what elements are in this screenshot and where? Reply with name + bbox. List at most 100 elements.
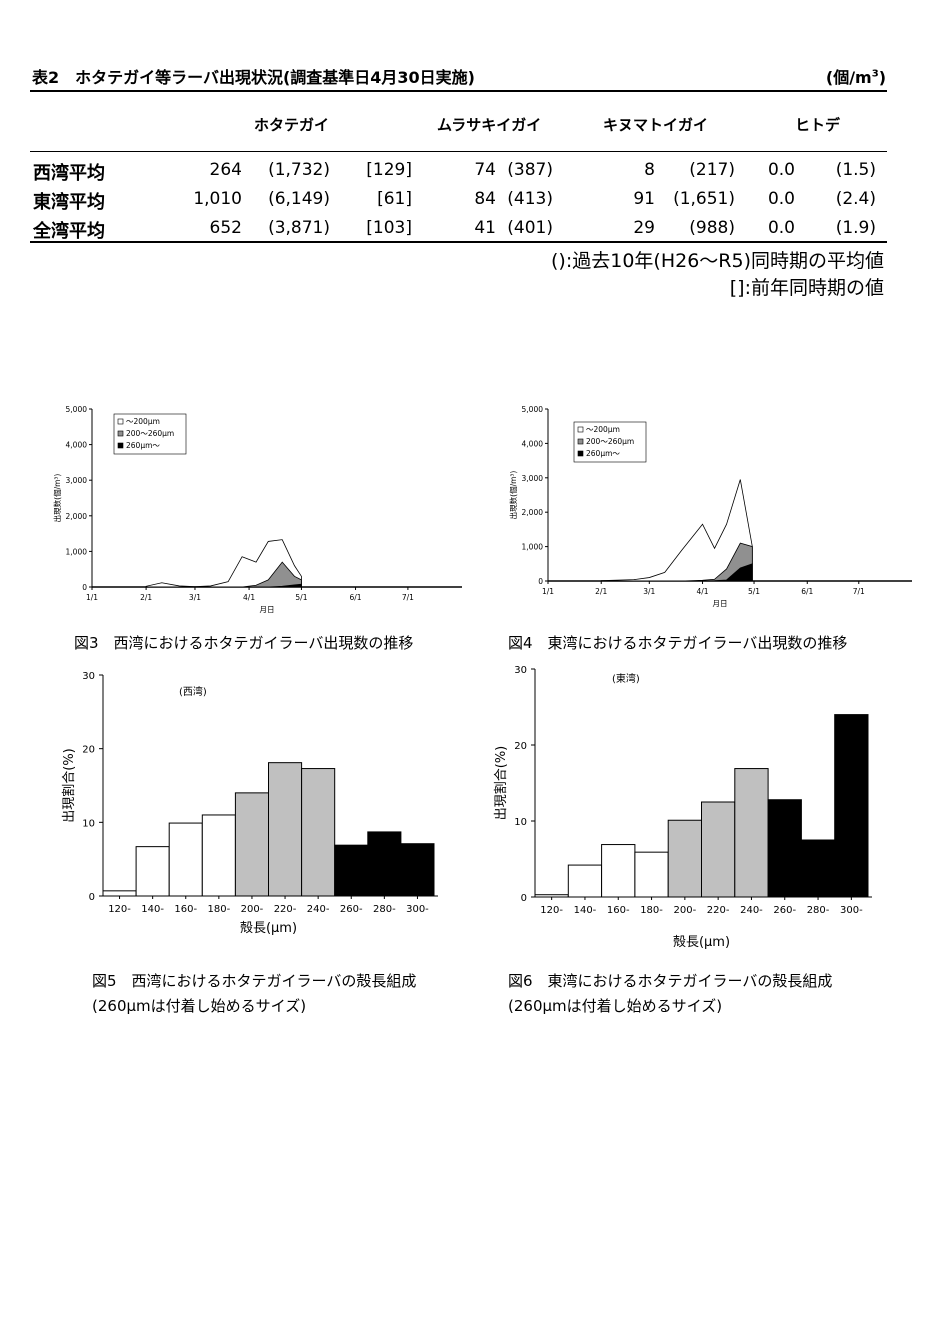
- bar: [268, 762, 303, 897]
- y-tick-label: 0: [521, 893, 527, 904]
- legend-label: ～200μm: [586, 425, 620, 434]
- y-tick-label: 3,000: [66, 476, 88, 485]
- cell-hitode-avg: (2.4): [835, 189, 876, 209]
- x-tick-label: 6/1: [349, 593, 361, 602]
- y-axis-label: 出現数(個/m³): [508, 471, 518, 520]
- legend-label: 260μm～: [126, 441, 160, 450]
- legend-label: 200～260μm: [126, 429, 174, 438]
- y-tick-label: 3,000: [522, 474, 544, 483]
- cell-hotate-avg: (3,871): [268, 218, 330, 238]
- fig5-caption: 図5 西湾におけるホタテガイラーバの殻長組成: [92, 972, 417, 990]
- x-tick-label: 6/1: [801, 587, 813, 596]
- unit-close: ): [878, 68, 886, 87]
- fig6-bar-chart: 0 10 20 30 120- 140- 160- 180- 200- 220- 240- 260- 2…: [493, 665, 872, 950]
- y-axis-label: 出現割合(%): [61, 748, 77, 823]
- unit-superscript: 3: [871, 68, 879, 80]
- x-tick-label: 5/1: [748, 587, 760, 596]
- x-tick-label: 260-: [340, 904, 363, 915]
- y-tick-label: 4,000: [66, 441, 88, 450]
- bar: [667, 819, 702, 898]
- bar: [201, 814, 236, 897]
- y-tick-label: 2,000: [66, 512, 88, 521]
- col-header-hotate: ホタテガイ: [254, 116, 330, 134]
- legend-swatch: [117, 442, 124, 449]
- x-tick-label: 120-: [540, 905, 563, 916]
- y-tick-label: 1,000: [66, 547, 88, 556]
- cell-murasaki-avg: (401): [507, 218, 553, 238]
- row-label: 西湾平均: [33, 163, 105, 184]
- row-label: 全湾平均: [33, 221, 105, 242]
- x-tick-label: 4/1: [243, 593, 255, 602]
- cell-hitode: 0.0: [767, 160, 795, 180]
- bar: [800, 839, 836, 898]
- fig6-caption-note: (260μmは付着し始めるサイズ): [508, 997, 723, 1015]
- series-area-large: [601, 563, 753, 582]
- cell-hitode: 0.0: [767, 218, 795, 238]
- legend-label: ～200μm: [126, 417, 160, 426]
- bar: [601, 844, 636, 898]
- row-label: 東湾平均: [33, 192, 105, 213]
- legend-swatch: [577, 450, 584, 457]
- y-tick-label: 10: [514, 817, 527, 828]
- legend-label: 260μm～: [586, 449, 620, 458]
- cell-hotate: 264: [209, 160, 242, 180]
- cell-kinuma: 8: [644, 160, 655, 180]
- table-top-rule: [30, 90, 887, 92]
- y-tick-label: 2,000: [522, 508, 544, 517]
- y-axis-label: 出現数(個/m³): [52, 474, 62, 523]
- x-tick-label: 140-: [574, 905, 597, 916]
- x-tick-label: 300-: [840, 905, 863, 916]
- cell-hotate: 1,010: [193, 189, 242, 209]
- cell-hotate-prev: [103]: [366, 218, 412, 238]
- bar: [534, 894, 569, 898]
- x-tick-label: 5/1: [295, 593, 307, 602]
- y-tick-label: 5,000: [66, 405, 88, 414]
- x-tick-label: 2/1: [595, 587, 607, 596]
- x-tick-label: 3/1: [189, 593, 201, 602]
- x-tick-label: 1/1: [86, 593, 98, 602]
- cell-hotate-avg: (6,149): [268, 189, 330, 209]
- x-tick-label: 140-: [141, 904, 164, 915]
- y-tick-label: 0: [82, 583, 87, 592]
- x-tick-label: 240-: [307, 904, 330, 915]
- x-tick-label: 7/1: [853, 587, 865, 596]
- legend-swatch: [117, 418, 124, 425]
- legend-box: [113, 413, 187, 455]
- fig3-area-chart: 0 1,000 2,000 3,000 4,000 5,000 1/1 2/1 3/1 4/1 5/…: [52, 405, 462, 614]
- bar: [102, 890, 137, 897]
- chart-annotation: (東湾): [612, 672, 640, 685]
- bar: [634, 851, 669, 898]
- note-average: ():過去10年(H26～R5)同時期の平均値: [551, 250, 884, 272]
- cell-kinuma: 29: [633, 218, 655, 238]
- note-previous-year: []:前年同時期の値: [729, 277, 884, 299]
- x-tick-label: 160-: [174, 904, 197, 915]
- bar: [367, 831, 402, 897]
- y-tick-label: 30: [514, 665, 527, 676]
- x-tick-label: 300-: [406, 904, 429, 915]
- y-tick-label: 10: [82, 818, 95, 829]
- bar: [135, 846, 170, 897]
- fig5-bar-chart: 0 10 20 30 120- 140- 160- 180- 200- 220- 240- 260- 2…: [61, 671, 438, 936]
- cell-murasaki: 74: [474, 160, 496, 180]
- x-tick-label: 2/1: [140, 593, 152, 602]
- legend-label: 200～260μm: [586, 437, 634, 446]
- bar: [767, 799, 802, 898]
- cell-hotate-avg: (1,732): [268, 160, 330, 180]
- x-tick-label: 260-: [773, 905, 796, 916]
- table-unit: (個/m3): [826, 64, 886, 88]
- bar: [301, 768, 336, 897]
- legend-box: [573, 421, 647, 463]
- bar: [734, 768, 769, 898]
- y-tick-label: 0: [89, 892, 95, 903]
- cell-hotate-prev: [61]: [377, 189, 412, 209]
- cell-hitode-avg: (1.5): [835, 160, 876, 180]
- cell-kinuma: 91: [633, 189, 655, 209]
- x-tick-label: 180-: [207, 904, 230, 915]
- y-axis-label: 出現割合(%): [493, 746, 509, 821]
- x-tick-label: 200-: [241, 904, 264, 915]
- y-tick-label: 20: [82, 745, 95, 756]
- fig4-caption: 図4 東湾におけるホタテガイラーバ出現数の推移: [508, 634, 848, 652]
- chart-annotation: (西湾): [179, 685, 207, 698]
- fig3-caption: 図3 西湾におけるホタテガイラーバ出現数の推移: [74, 634, 414, 652]
- x-axis-label: 月日: [260, 605, 275, 614]
